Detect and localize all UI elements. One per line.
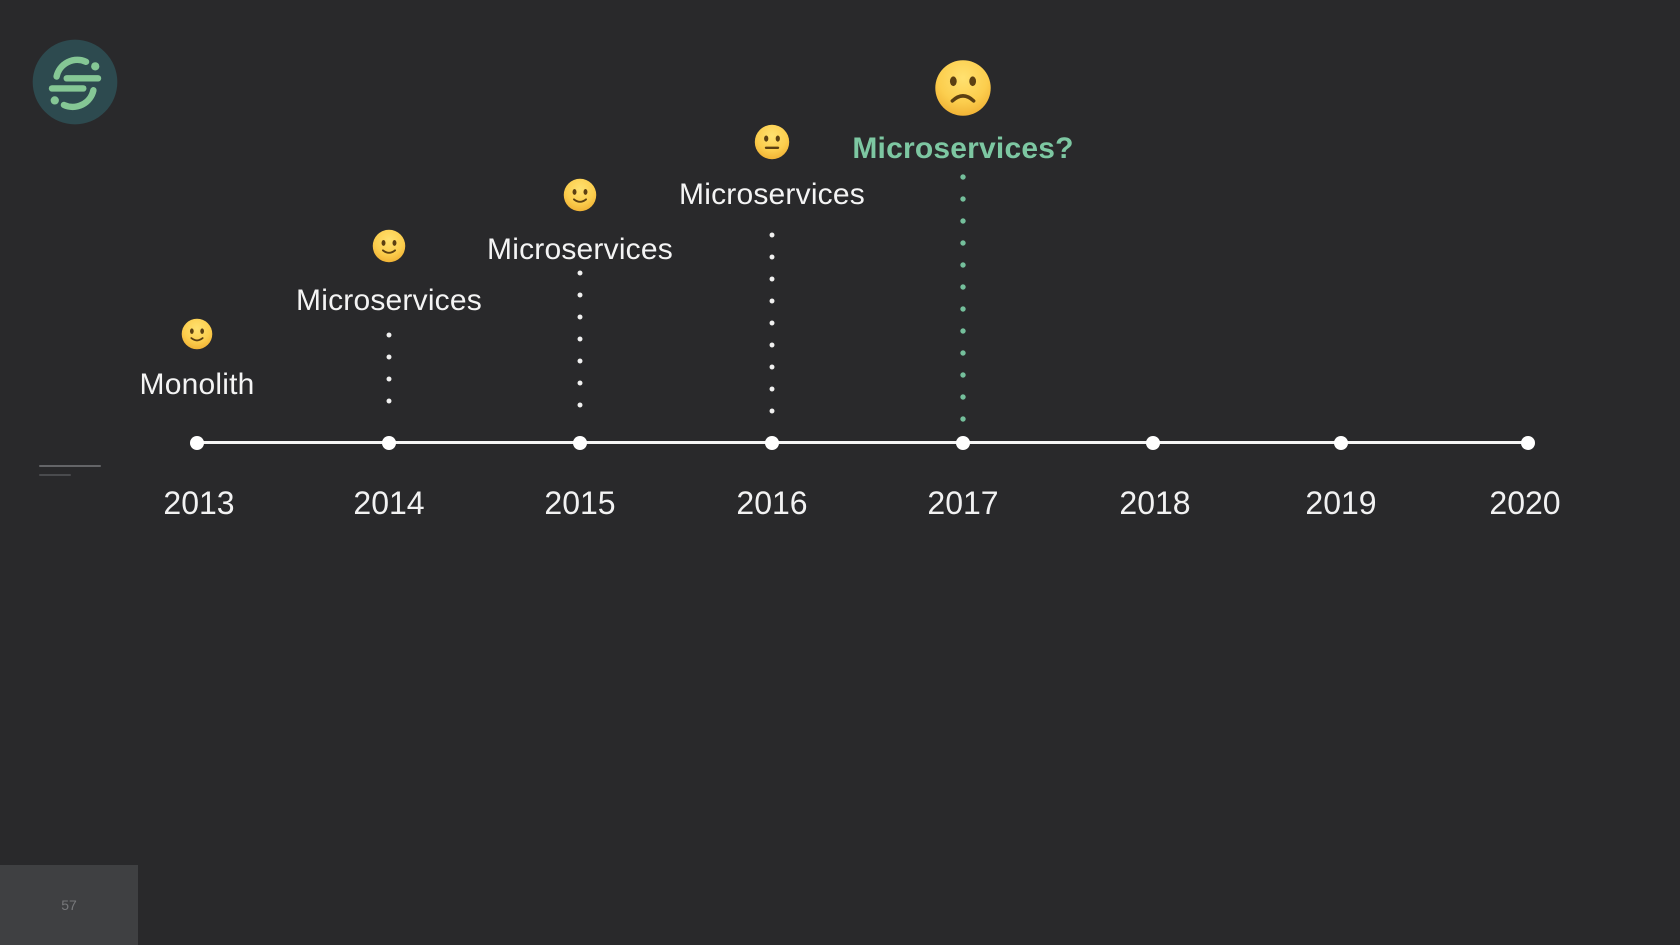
slide-number-badge: 57 — [0, 865, 138, 945]
year-label-2014: 2014 — [353, 485, 425, 521]
frowning-face-icon — [934, 59, 992, 122]
timeline-node-2014 — [382, 436, 396, 450]
timeline-node-2016 — [765, 436, 779, 450]
slide-number-text: 57 — [61, 897, 77, 913]
year-label-2017: 2017 — [927, 485, 999, 521]
slightly-smiling-face-icon — [181, 318, 213, 355]
timeline-node-2018 — [1146, 436, 1160, 450]
dotted-leader-2016 — [769, 232, 775, 414]
dotted-leader-2015 — [577, 270, 583, 408]
timeline-node-2015 — [573, 436, 587, 450]
edge-mark-short — [39, 474, 71, 476]
timeline-node-2013 — [190, 436, 204, 450]
timeline-node-2020 — [1521, 436, 1535, 450]
year-label-2020: 2020 — [1489, 485, 1561, 521]
year-label-2019: 2019 — [1305, 485, 1377, 521]
year-label-2015: 2015 — [544, 485, 616, 521]
slightly-smiling-face-icon — [563, 178, 597, 217]
milestone-label-2015: Microservices — [487, 233, 673, 266]
slightly-smiling-face-icon — [372, 229, 406, 268]
milestone-label-2017: Microservices? — [852, 132, 1074, 165]
milestone-label-2013: Monolith — [139, 368, 255, 401]
neutral-face-icon — [754, 124, 790, 165]
segment-logo-icon — [32, 39, 118, 125]
year-label-2013: 2013 — [163, 485, 235, 521]
segment-logo — [29, 36, 121, 128]
milestone-label-2016: Microservices — [679, 178, 865, 211]
year-label-2016: 2016 — [736, 485, 808, 521]
milestone-label-2014: Microservices — [296, 284, 482, 317]
timeline-node-2017 — [956, 436, 970, 450]
edge-mark-long — [39, 465, 101, 467]
year-label-2018: 2018 — [1119, 485, 1191, 521]
timeline-axis — [197, 441, 1528, 444]
timeline-node-2019 — [1334, 436, 1348, 450]
dotted-leader-2017 — [960, 174, 966, 422]
dotted-leader-2014 — [386, 332, 392, 404]
